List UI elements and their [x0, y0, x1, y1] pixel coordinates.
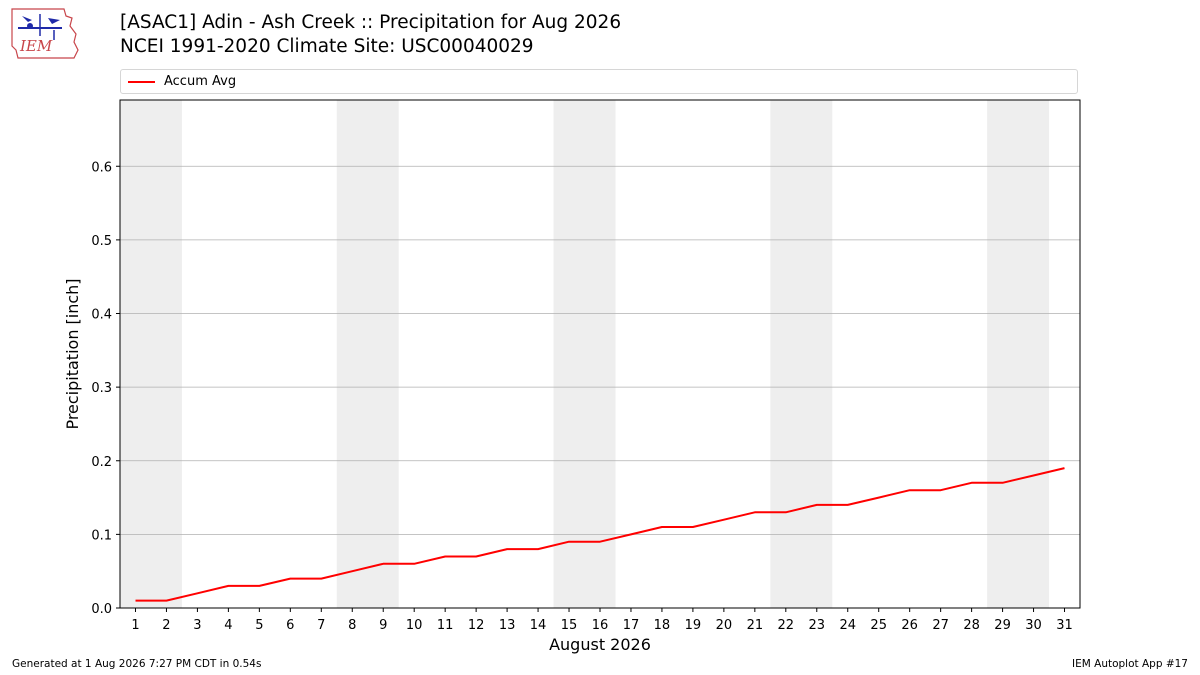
x-tick-label: 22 — [778, 618, 795, 633]
weekend-shade-band-5 — [987, 100, 1050, 608]
x-tick-label: 13 — [499, 618, 516, 633]
y-tick-label: 0.3 — [91, 381, 112, 396]
x-tick-label: 12 — [468, 618, 485, 633]
x-tick-label: 3 — [193, 618, 201, 633]
x-tick-label: 11 — [437, 618, 454, 633]
legend-swatch-accum-avg — [128, 81, 155, 83]
x-tick-label: 24 — [839, 618, 856, 633]
x-tick-label: 8 — [348, 618, 356, 633]
y-tick-label: 0.6 — [91, 160, 112, 175]
x-tick-label: 31 — [1056, 618, 1073, 633]
iem-logo: IEM — [11, 8, 79, 59]
x-tick-label: 7 — [317, 618, 325, 633]
x-tick-label: 29 — [994, 618, 1011, 633]
y-tick-label: 0.4 — [91, 308, 112, 323]
weekend-shade-band-3 — [553, 100, 616, 608]
x-tick-label: 16 — [592, 618, 609, 633]
series-line-accum-avg — [135, 467, 1065, 602]
x-tick-label: 27 — [932, 618, 949, 633]
logo-text: IEM — [19, 37, 53, 55]
x-tick-label: 28 — [963, 618, 980, 633]
x-axis-label: August 2026 — [549, 635, 651, 654]
y-tick-label: 0.1 — [91, 528, 112, 543]
legend-label-accum-avg: Accum Avg — [164, 74, 237, 89]
y-axis-label: Precipitation [inch] — [63, 278, 82, 429]
x-tick-label: 14 — [530, 618, 547, 633]
x-tick-label: 10 — [406, 618, 423, 633]
x-tick-label: 30 — [1025, 618, 1042, 633]
x-tick-label: 20 — [716, 618, 733, 633]
generated-timestamp: Generated at 1 Aug 2026 7:27 PM CDT in 0… — [12, 658, 262, 670]
weekend-shade-band-2 — [336, 100, 399, 608]
x-tick-label: 6 — [286, 618, 294, 633]
legend: Accum Avg — [120, 69, 1078, 94]
x-tick-label: 23 — [809, 618, 826, 633]
x-tick-label: 9 — [379, 618, 387, 633]
x-tick-label: 19 — [685, 618, 702, 633]
chart-title: [ASAC1] Adin - Ash Creek :: Precipitatio… — [120, 12, 622, 33]
x-tick-label: 2 — [162, 618, 170, 633]
x-tick-label: 26 — [901, 618, 918, 633]
x-tick-label: 17 — [623, 618, 640, 633]
chart-subtitle: NCEI 1991-2020 Climate Site: USC00040029 — [120, 36, 534, 57]
x-tick-label: 15 — [561, 618, 578, 633]
app-credit: IEM Autoplot App #17 — [1072, 658, 1188, 670]
x-tick-label: 25 — [870, 618, 887, 633]
y-tick-label: 0.5 — [91, 234, 112, 249]
x-tick-label: 5 — [255, 618, 263, 633]
y-tick-label: 0.0 — [91, 602, 112, 617]
y-tick-label: 0.2 — [91, 455, 112, 470]
x-tick-label: 21 — [747, 618, 764, 633]
x-tick-label: 18 — [654, 618, 671, 633]
plot-frame — [119, 99, 1081, 609]
x-tick-label: 1 — [131, 618, 139, 633]
weekend-shade-band-4 — [770, 100, 833, 608]
x-tick-label: 4 — [224, 618, 232, 633]
weekend-shade-band-1 — [120, 100, 182, 608]
